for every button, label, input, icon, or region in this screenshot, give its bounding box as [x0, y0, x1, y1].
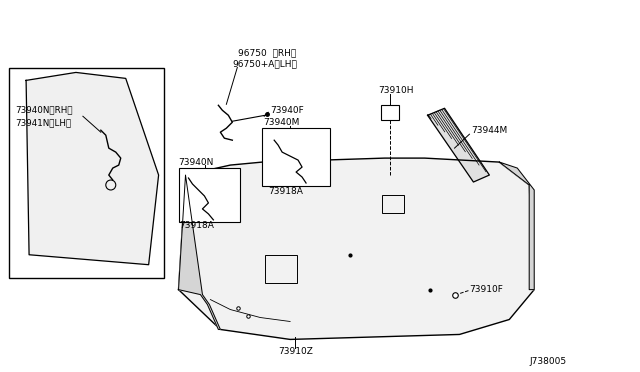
Text: 73940N〈RH〉: 73940N〈RH〉: [15, 106, 73, 115]
Text: 73918A: 73918A: [268, 187, 303, 196]
Text: 73944M: 73944M: [472, 126, 508, 135]
Polygon shape: [26, 73, 159, 265]
Bar: [262, 128, 330, 186]
Bar: [9, 68, 164, 278]
Text: 96750+A〈LH〉: 96750+A〈LH〉: [232, 59, 297, 68]
Text: 73910H: 73910H: [378, 86, 413, 95]
Text: 73940N: 73940N: [179, 158, 214, 167]
Polygon shape: [499, 162, 534, 290]
Text: 73910Z: 73910Z: [278, 347, 313, 356]
Text: 73910F: 73910F: [469, 285, 503, 294]
Text: J738005: J738005: [529, 357, 566, 366]
Polygon shape: [428, 108, 490, 182]
Bar: [179, 168, 240, 222]
Text: 73941N〈LH〉: 73941N〈LH〉: [15, 119, 72, 128]
Text: 73940F: 73940F: [270, 106, 304, 115]
Text: 73940M: 73940M: [263, 118, 300, 127]
Text: 73918A: 73918A: [180, 221, 214, 230]
Bar: [382, 195, 404, 213]
Polygon shape: [179, 175, 220, 330]
Bar: [381, 105, 399, 120]
Bar: [265, 255, 297, 283]
Polygon shape: [179, 158, 534, 339]
Text: 96750  〈RH〉: 96750 〈RH〉: [238, 48, 296, 57]
